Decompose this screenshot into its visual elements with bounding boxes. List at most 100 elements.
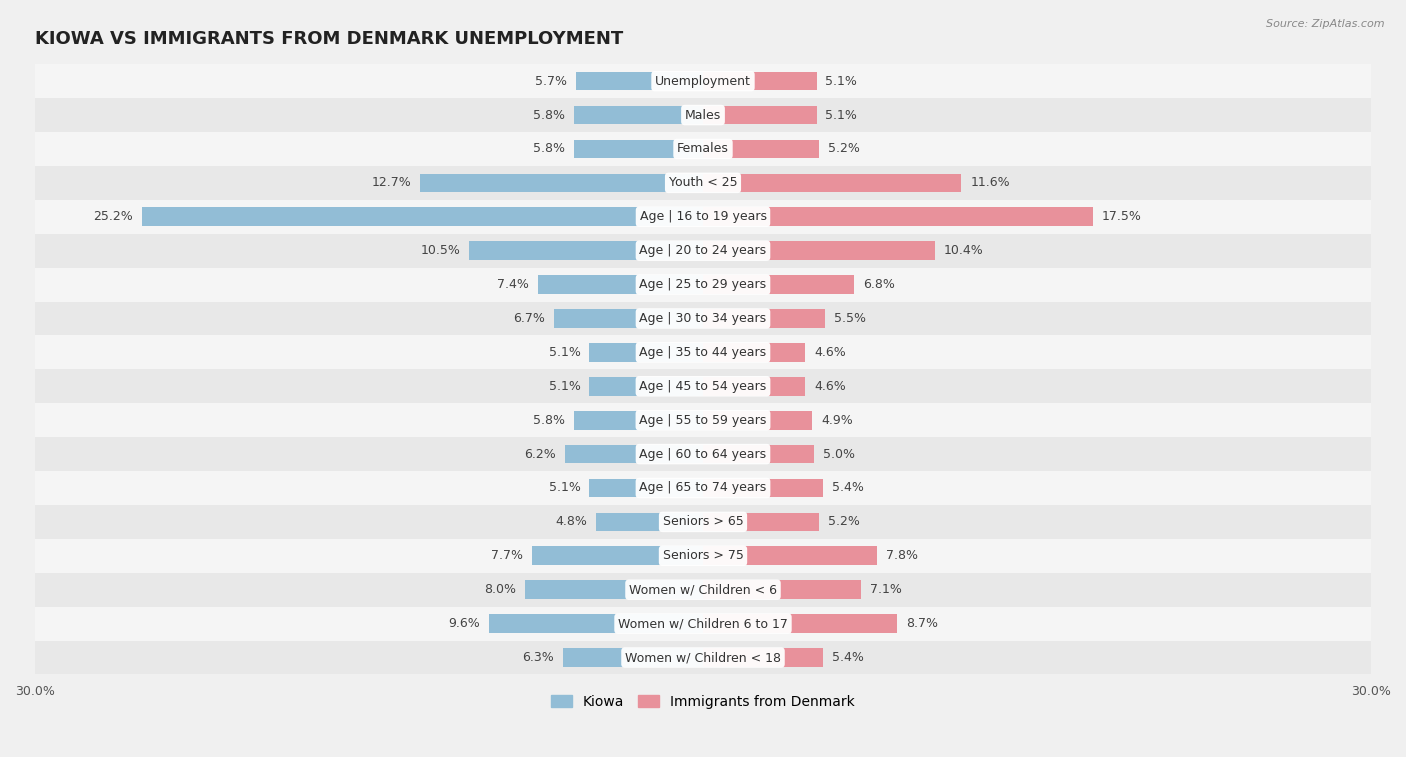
Text: Age | 35 to 44 years: Age | 35 to 44 years xyxy=(640,346,766,359)
Text: 5.1%: 5.1% xyxy=(548,481,581,494)
Text: Age | 45 to 54 years: Age | 45 to 54 years xyxy=(640,380,766,393)
Text: 5.1%: 5.1% xyxy=(548,380,581,393)
Bar xyxy=(35,64,1371,98)
Text: 5.2%: 5.2% xyxy=(828,142,859,155)
Text: 8.7%: 8.7% xyxy=(905,617,938,630)
Text: 25.2%: 25.2% xyxy=(93,210,134,223)
Text: 5.8%: 5.8% xyxy=(533,108,565,122)
Text: 17.5%: 17.5% xyxy=(1102,210,1142,223)
Text: Age | 55 to 59 years: Age | 55 to 59 years xyxy=(640,413,766,427)
Text: 10.4%: 10.4% xyxy=(943,245,983,257)
Bar xyxy=(703,207,1092,226)
Text: Seniors > 75: Seniors > 75 xyxy=(662,550,744,562)
Bar xyxy=(35,471,1371,505)
Text: Age | 60 to 64 years: Age | 60 to 64 years xyxy=(640,447,766,460)
Bar xyxy=(703,241,935,260)
Text: 11.6%: 11.6% xyxy=(970,176,1010,189)
Bar xyxy=(703,377,806,396)
Text: 5.4%: 5.4% xyxy=(832,651,865,664)
Bar xyxy=(703,411,813,429)
Bar xyxy=(524,581,703,599)
Text: Women w/ Children < 18: Women w/ Children < 18 xyxy=(626,651,780,664)
Text: 5.1%: 5.1% xyxy=(825,75,858,88)
Text: KIOWA VS IMMIGRANTS FROM DENMARK UNEMPLOYMENT: KIOWA VS IMMIGRANTS FROM DENMARK UNEMPLO… xyxy=(35,30,623,48)
Text: Males: Males xyxy=(685,108,721,122)
Bar xyxy=(35,437,1371,471)
Text: 7.8%: 7.8% xyxy=(886,550,918,562)
Bar xyxy=(35,268,1371,301)
Bar xyxy=(703,478,824,497)
Text: Women w/ Children < 6: Women w/ Children < 6 xyxy=(628,583,778,597)
Bar xyxy=(703,445,814,463)
Bar xyxy=(470,241,703,260)
Bar xyxy=(703,173,962,192)
Bar xyxy=(35,234,1371,268)
Legend: Kiowa, Immigrants from Denmark: Kiowa, Immigrants from Denmark xyxy=(546,689,860,714)
Text: Females: Females xyxy=(678,142,728,155)
Bar xyxy=(35,166,1371,200)
Text: 10.5%: 10.5% xyxy=(420,245,460,257)
Text: 4.6%: 4.6% xyxy=(814,346,846,359)
Text: Youth < 25: Youth < 25 xyxy=(669,176,737,189)
Text: 5.1%: 5.1% xyxy=(825,108,858,122)
Bar xyxy=(554,309,703,328)
Text: 5.7%: 5.7% xyxy=(536,75,567,88)
Bar xyxy=(589,343,703,362)
Bar xyxy=(703,343,806,362)
Text: 7.1%: 7.1% xyxy=(870,583,901,597)
Bar xyxy=(35,301,1371,335)
Text: 5.1%: 5.1% xyxy=(548,346,581,359)
Text: 5.0%: 5.0% xyxy=(824,447,855,460)
Bar xyxy=(35,606,1371,640)
Bar xyxy=(589,478,703,497)
Text: Age | 30 to 34 years: Age | 30 to 34 years xyxy=(640,312,766,325)
Text: 5.8%: 5.8% xyxy=(533,413,565,427)
Bar xyxy=(142,207,703,226)
Bar xyxy=(703,309,825,328)
Bar xyxy=(703,547,877,565)
Bar xyxy=(35,132,1371,166)
Bar xyxy=(703,581,860,599)
Text: 5.4%: 5.4% xyxy=(832,481,865,494)
Bar xyxy=(35,573,1371,606)
Text: 4.6%: 4.6% xyxy=(814,380,846,393)
Text: Age | 16 to 19 years: Age | 16 to 19 years xyxy=(640,210,766,223)
Text: 6.2%: 6.2% xyxy=(524,447,555,460)
Text: 6.8%: 6.8% xyxy=(863,278,896,291)
Bar xyxy=(703,648,824,667)
Bar xyxy=(589,377,703,396)
Text: 6.7%: 6.7% xyxy=(513,312,546,325)
Bar xyxy=(576,72,703,91)
Bar xyxy=(420,173,703,192)
Bar xyxy=(489,614,703,633)
Bar xyxy=(703,276,855,294)
Text: 4.8%: 4.8% xyxy=(555,516,588,528)
Bar xyxy=(565,445,703,463)
Bar xyxy=(703,72,817,91)
Text: Source: ZipAtlas.com: Source: ZipAtlas.com xyxy=(1267,19,1385,29)
Text: Unemployment: Unemployment xyxy=(655,75,751,88)
Text: 9.6%: 9.6% xyxy=(449,617,481,630)
Text: 8.0%: 8.0% xyxy=(484,583,516,597)
Bar xyxy=(35,369,1371,403)
Bar xyxy=(562,648,703,667)
Text: Age | 20 to 24 years: Age | 20 to 24 years xyxy=(640,245,766,257)
Bar xyxy=(574,411,703,429)
Text: 5.2%: 5.2% xyxy=(828,516,859,528)
Bar xyxy=(35,505,1371,539)
Bar xyxy=(531,547,703,565)
Bar xyxy=(538,276,703,294)
Bar xyxy=(35,200,1371,234)
Text: 5.5%: 5.5% xyxy=(834,312,866,325)
Bar xyxy=(703,614,897,633)
Bar xyxy=(596,512,703,531)
Text: 12.7%: 12.7% xyxy=(371,176,412,189)
Bar xyxy=(703,512,818,531)
Bar xyxy=(35,98,1371,132)
Text: Age | 65 to 74 years: Age | 65 to 74 years xyxy=(640,481,766,494)
Bar xyxy=(703,106,817,124)
Text: 5.8%: 5.8% xyxy=(533,142,565,155)
Text: 7.7%: 7.7% xyxy=(491,550,523,562)
Text: 7.4%: 7.4% xyxy=(498,278,529,291)
Bar xyxy=(35,335,1371,369)
